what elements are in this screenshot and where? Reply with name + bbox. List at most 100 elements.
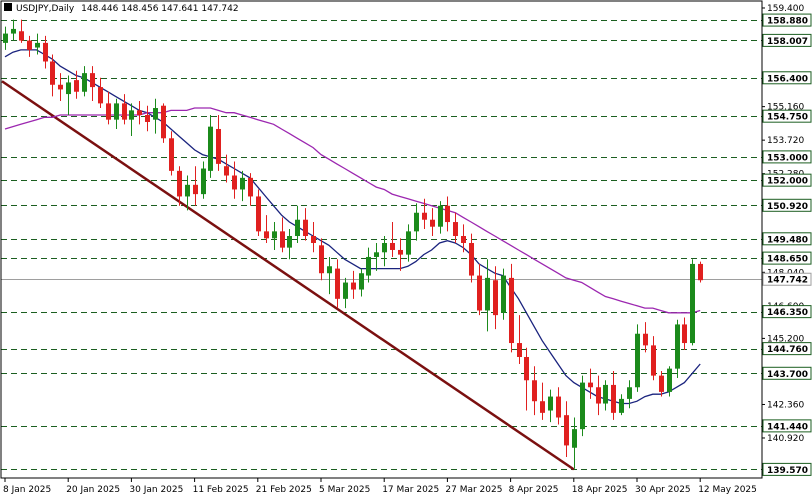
- candle-body: [240, 177, 245, 190]
- symbol-label: USDJPY,Daily: [16, 4, 75, 14]
- bearish-candle: [517, 315, 522, 364]
- candle-body: [690, 263, 695, 344]
- candle-body: [50, 61, 55, 85]
- bullish-candle: [667, 366, 672, 397]
- price-axis: 159.400 158.880 158.007 156.400 155.160154.7…: [762, 4, 812, 476]
- level-price-box: [762, 150, 812, 164]
- moving-average-line: [4, 107, 701, 314]
- bullish-candle: [580, 375, 585, 437]
- bullish-candle: [82, 66, 87, 97]
- bullish-candle: [240, 170, 245, 202]
- candle-body: [27, 40, 32, 50]
- bearish-candle: [524, 347, 529, 411]
- candle-body: [611, 384, 616, 413]
- bearish-candle: [303, 208, 308, 241]
- candle-body: [635, 333, 640, 388]
- candle-body: [303, 219, 308, 237]
- candle-body: [319, 245, 324, 274]
- candle-body: [532, 380, 537, 402]
- bearish-candle: [169, 131, 174, 176]
- candle-body: [161, 105, 166, 139]
- level-price-box: [762, 419, 812, 433]
- candle-body: [58, 84, 63, 90]
- bullish-candle: [11, 19, 16, 41]
- level-price-label: 152.000: [767, 177, 808, 187]
- candle-body: [698, 263, 703, 281]
- bullish-candle: [359, 268, 364, 297]
- candle-body: [414, 212, 419, 232]
- bearish-candle: [216, 115, 221, 171]
- candle-body: [556, 396, 561, 418]
- bearish-candle: [682, 317, 687, 351]
- candle-body: [90, 73, 95, 88]
- bearish-candle: [556, 387, 561, 425]
- candle-body: [667, 368, 672, 392]
- bearish-candle: [50, 54, 55, 97]
- level-price-label: 153.000: [767, 153, 808, 163]
- candle-body: [406, 231, 411, 255]
- y-tick-label: 142.360: [767, 400, 804, 410]
- candle-body: [145, 115, 150, 122]
- bullish-candle: [619, 394, 624, 416]
- bearish-candle: [390, 222, 395, 257]
- bearish-candle: [469, 233, 474, 283]
- x-tick-label: 30 Apr 2025: [635, 485, 691, 495]
- trendline-group: [1, 80, 575, 471]
- bearish-candle: [564, 401, 569, 458]
- bullish-candle: [501, 268, 506, 320]
- trendline: [1, 80, 575, 471]
- bearish-candle: [540, 382, 545, 420]
- bullish-candle: [3, 26, 8, 50]
- level-price-box: [762, 33, 812, 47]
- candle-body: [232, 175, 237, 190]
- x-tick-label: 21 Feb 2025: [256, 485, 312, 495]
- bullish-candle: [287, 229, 292, 260]
- level-price-label: 148.650: [767, 255, 808, 265]
- y-tick-label: 145.200: [767, 334, 804, 344]
- bearish-candle: [264, 215, 269, 243]
- candle-body: [461, 236, 466, 243]
- candle-body: [153, 108, 158, 120]
- candle-body: [129, 110, 134, 120]
- bearish-candle: [588, 368, 593, 399]
- candle-body: [343, 282, 348, 299]
- bearish-candle: [430, 208, 435, 237]
- y-tick-label: 140.920: [767, 434, 804, 444]
- candle-body: [675, 324, 680, 369]
- chart-title: USDJPY,Daily 148.446 148.456 147.641 147…: [16, 4, 239, 14]
- bullish-candle: [208, 115, 213, 178]
- candle-body: [572, 429, 577, 448]
- candle-body: [19, 31, 24, 41]
- bullish-candle: [272, 222, 277, 250]
- bearish-candle: [137, 101, 142, 125]
- candle-body: [390, 242, 395, 250]
- candle-body: [74, 80, 79, 92]
- level-price-box: [762, 305, 812, 319]
- bullish-candle: [548, 389, 553, 423]
- bearish-candle: [651, 336, 656, 381]
- candle-body: [382, 242, 387, 253]
- bearish-candle: [351, 270, 356, 299]
- candle-body: [137, 110, 142, 116]
- bearish-candle: [106, 91, 111, 125]
- bullish-candle: [635, 324, 640, 392]
- candle-body: [517, 343, 522, 358]
- level-price-box: [762, 366, 812, 380]
- bearish-candle: [532, 366, 537, 416]
- bearish-candle: [509, 263, 514, 353]
- candle-body: [98, 87, 103, 104]
- candle-body: [264, 231, 269, 239]
- candle-body: [659, 375, 664, 392]
- level-price-label: 141.440: [767, 422, 808, 432]
- level-price-label: 156.400: [767, 74, 808, 84]
- candle-body: [682, 324, 687, 344]
- candle-body: [619, 398, 624, 413]
- x-tick-label: 27 Mar 2025: [445, 485, 502, 495]
- bearish-candle: [58, 73, 63, 102]
- candle-body: [422, 212, 427, 220]
- bearish-candle: [19, 19, 24, 43]
- candle-body: [374, 252, 379, 257]
- bearish-candle: [161, 103, 166, 143]
- level-price-box: [762, 173, 812, 187]
- candle-body: [366, 256, 371, 276]
